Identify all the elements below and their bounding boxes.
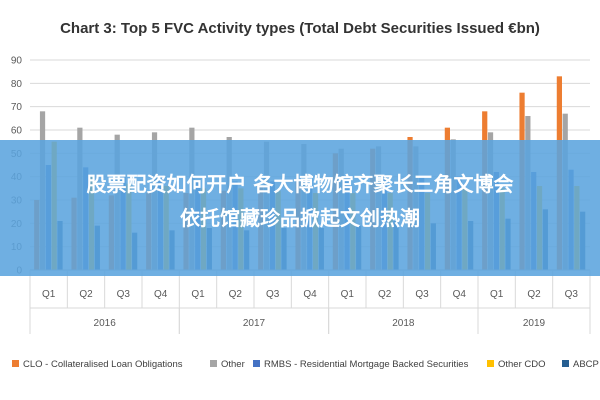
overlay-line-1: 股票配资如何开户 各大博物馆齐聚长三角文博会 [87, 172, 514, 196]
y-tick-label: 70 [11, 102, 23, 113]
y-tick-label: 80 [11, 79, 23, 90]
x-tick-label: Q1 [42, 289, 56, 300]
overlay-banner: 股票配资如何开户 各大博物馆齐聚长三角文博会 依托馆藏珍品掀起文创热潮 [0, 140, 600, 276]
x-tick-label: Q1 [341, 289, 355, 300]
chart-title: Chart 3: Top 5 FVC Activity types (Total… [60, 20, 540, 37]
year-label: 2017 [243, 318, 266, 329]
x-tick-label: Q1 [490, 289, 504, 300]
x-tick-label: Q3 [565, 289, 579, 300]
legend-label: RMBS - Residential Mortgage Backed Secur… [264, 359, 469, 370]
x-tick-label: Q2 [79, 289, 93, 300]
y-tick-label: 90 [11, 56, 23, 67]
x-tick-label: Q2 [229, 289, 243, 300]
x-tick-label: Q4 [303, 289, 317, 300]
legend-swatch [487, 360, 494, 367]
legend-label: ABCP [573, 359, 599, 370]
x-tick-label: Q1 [191, 289, 205, 300]
overlay-background [0, 140, 600, 276]
y-tick-label: 60 [11, 126, 23, 137]
legend-swatch [253, 360, 260, 367]
year-label: 2019 [523, 318, 546, 329]
legend-label: CLO - Collateralised Loan Obligations [23, 359, 183, 370]
legend-label: Other [221, 359, 245, 370]
year-label: 2018 [392, 318, 415, 329]
legend-swatch [562, 360, 569, 367]
legend: CLO - Collateralised Loan Obligations Oth… [12, 359, 599, 370]
x-tick-label: Q2 [378, 289, 392, 300]
x-tick-label: Q3 [415, 289, 429, 300]
x-tick-label: Q2 [527, 289, 541, 300]
year-label: 2016 [94, 318, 117, 329]
legend-swatch [12, 360, 19, 367]
x-tick-label: Q4 [453, 289, 467, 300]
overlay-line-2: 依托馆藏珍品掀起文创热潮 [180, 206, 420, 230]
x-tick-label: Q4 [154, 289, 168, 300]
x-tick-label: Q3 [266, 289, 280, 300]
legend-swatch [210, 360, 217, 367]
x-tick-label: Q3 [117, 289, 131, 300]
legend-label: Other CDO [498, 359, 546, 370]
